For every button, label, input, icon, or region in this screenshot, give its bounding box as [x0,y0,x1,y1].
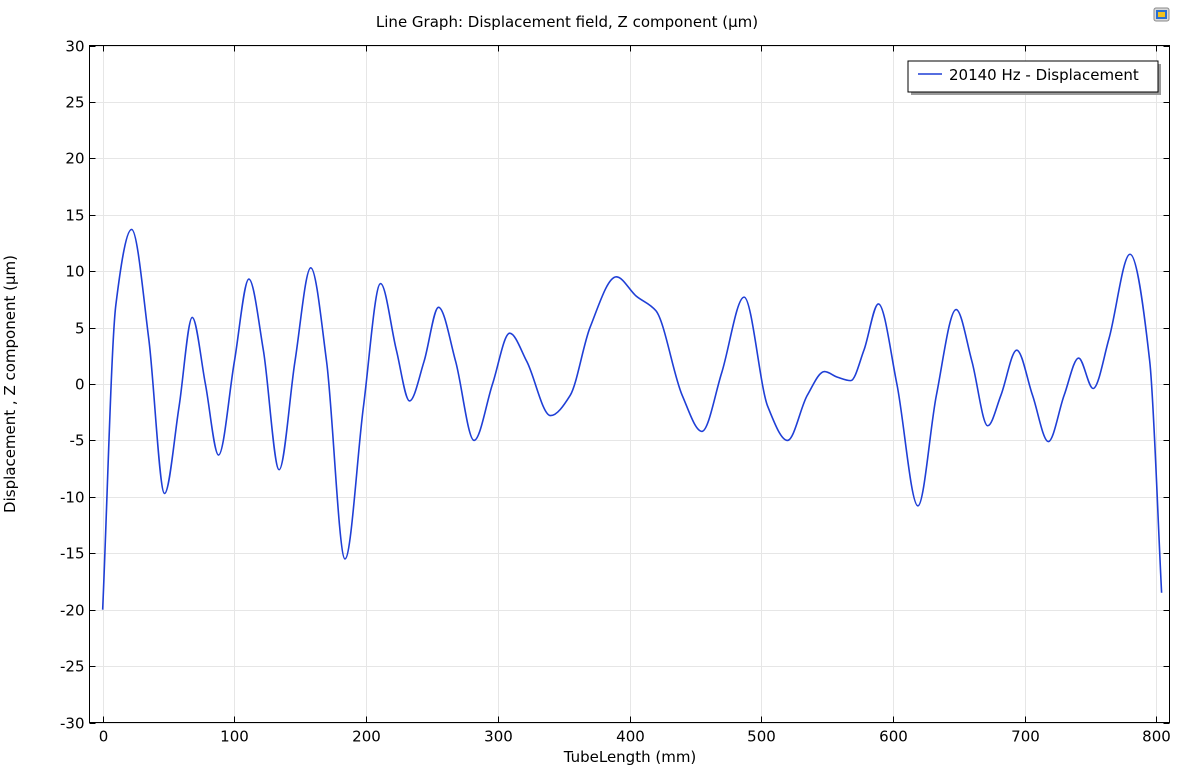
x-axis-label: TubeLength (mm) [563,748,697,766]
image-export-icon[interactable] [1153,7,1170,22]
x-tick-label: 700 [1011,728,1040,746]
x-tick-label: 800 [1142,728,1171,746]
x-tick-label: 500 [747,728,776,746]
x-tick-label: 600 [879,728,908,746]
y-tick-label: -25 [60,658,85,676]
y-tick-label: -5 [70,432,85,450]
y-tick-label: -15 [60,545,85,563]
chart-title: Line Graph: Displacement field, Z compon… [376,13,758,31]
y-tick-label: 20 [65,150,84,168]
axis-ticks: 0 100 200 300 400 500 600 700 800-30-25-20-15-10… [60,38,1171,746]
series-line [101,228,1163,610]
y-tick-label: -30 [60,715,85,733]
y-tick-label: 5 [75,320,85,338]
legend: 20140 Hz - Displacement [907,60,1161,95]
y-tick-label: 0 [75,376,85,394]
y-tick-label: 25 [65,94,84,112]
y-tick-label: -20 [60,602,85,620]
x-tick-label: 100 [220,728,249,746]
x-tick-label: 200 [352,728,381,746]
y-tick-label: 15 [65,207,84,225]
x-tick-label: 0 [99,728,109,746]
y-tick-label: 30 [65,38,84,56]
x-tick-label: 400 [616,728,645,746]
y-tick-label: -10 [60,489,85,507]
legend-label: 20140 Hz - Displacement [949,66,1139,84]
y-axis-label: Displacement , Z component (µm) [1,255,19,513]
y-tick-label: 10 [65,263,84,281]
grid-lines [89,45,1170,724]
series-layer [101,228,1163,610]
x-tick-label: 300 [484,728,513,746]
